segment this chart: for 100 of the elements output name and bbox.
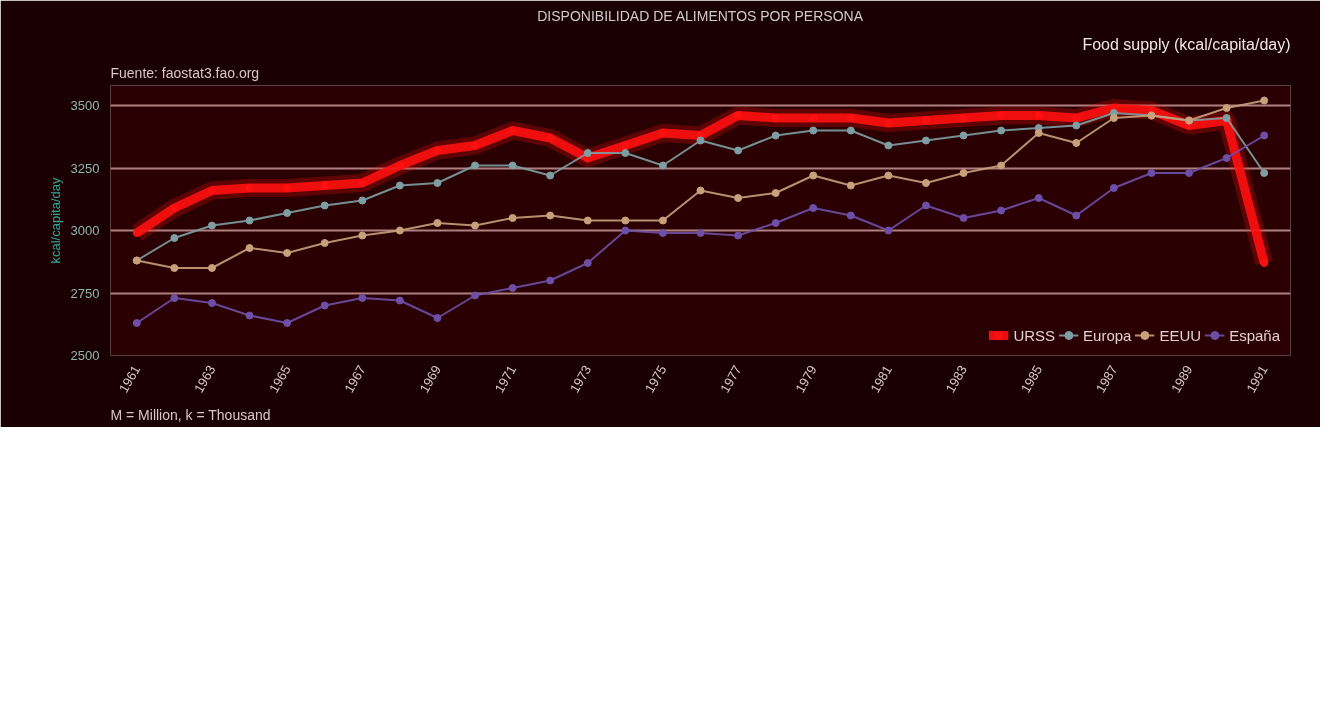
point [959, 214, 968, 222]
point [283, 209, 292, 217]
point [433, 314, 442, 322]
point [583, 149, 592, 157]
y-tick-label: 2750 [70, 285, 100, 301]
point [395, 181, 404, 190]
y-tick-label: 2500 [70, 348, 100, 363]
point [283, 184, 292, 192]
point [207, 221, 216, 230]
point [1072, 121, 1081, 130]
legend-label: EEUU [1159, 326, 1202, 344]
point [433, 146, 442, 155]
point [1260, 169, 1269, 177]
point [207, 186, 216, 195]
point [846, 181, 855, 190]
point [621, 216, 630, 225]
point [696, 186, 705, 195]
point [471, 221, 480, 230]
point [358, 179, 367, 187]
point [734, 146, 743, 155]
point [1072, 139, 1081, 147]
point [1185, 169, 1194, 177]
point [508, 161, 517, 170]
point [320, 239, 329, 247]
point [170, 264, 179, 272]
point [320, 201, 329, 210]
point [320, 181, 329, 190]
point [621, 149, 630, 157]
point [471, 291, 480, 300]
point [433, 179, 442, 187]
point [658, 129, 667, 137]
point [583, 259, 592, 267]
point [508, 214, 517, 222]
point [658, 229, 667, 237]
chart-subtitle: Food supply (kcal/capita/day) [1082, 35, 1291, 53]
point [959, 131, 968, 140]
point [734, 194, 743, 202]
point [809, 171, 818, 180]
point [245, 244, 254, 252]
legend-label: España [1229, 326, 1280, 344]
point [170, 234, 179, 242]
point [1109, 184, 1118, 192]
point [884, 226, 893, 235]
legend-label: Europa [1083, 326, 1132, 344]
point [471, 161, 480, 170]
point [546, 171, 555, 180]
point [207, 299, 216, 307]
point [809, 114, 818, 122]
point [358, 196, 367, 205]
point [921, 136, 930, 145]
point [771, 131, 780, 140]
point [245, 184, 254, 192]
point [471, 141, 480, 150]
point [959, 169, 968, 177]
point [132, 319, 141, 327]
point [1260, 131, 1269, 140]
point [621, 141, 630, 150]
point [884, 141, 893, 150]
point [997, 206, 1006, 215]
point [508, 284, 517, 292]
point [846, 126, 855, 135]
point [546, 276, 555, 285]
y-tick-label: 3500 [70, 98, 100, 113]
point [658, 216, 667, 225]
legend-label: URSS [1013, 326, 1056, 344]
point [395, 161, 404, 170]
point [546, 211, 555, 220]
point [1072, 211, 1081, 220]
point [583, 216, 592, 225]
point [170, 204, 179, 212]
point [283, 249, 292, 257]
point [921, 116, 930, 125]
point [997, 126, 1006, 135]
point [997, 111, 1006, 120]
point [395, 226, 404, 235]
point [283, 319, 292, 327]
point [696, 229, 705, 237]
point [846, 211, 855, 220]
point [771, 189, 780, 197]
y-axis-title: kcal/capita/day [47, 177, 63, 264]
point [132, 229, 141, 237]
point [1034, 111, 1043, 120]
point [771, 114, 780, 122]
source-note: Fuente: faostat3.fao.org [110, 64, 260, 81]
point [358, 294, 367, 302]
point [1260, 259, 1269, 267]
point [433, 219, 442, 227]
y-tick-label: 3250 [70, 160, 100, 176]
point [358, 231, 367, 240]
point [1222, 154, 1231, 162]
point [809, 204, 818, 212]
point [884, 119, 893, 127]
point [395, 296, 404, 305]
point [320, 301, 329, 310]
point [621, 226, 630, 235]
point [997, 161, 1006, 170]
point [1034, 129, 1043, 137]
point [734, 111, 743, 120]
point [771, 219, 780, 227]
point [1109, 114, 1118, 122]
